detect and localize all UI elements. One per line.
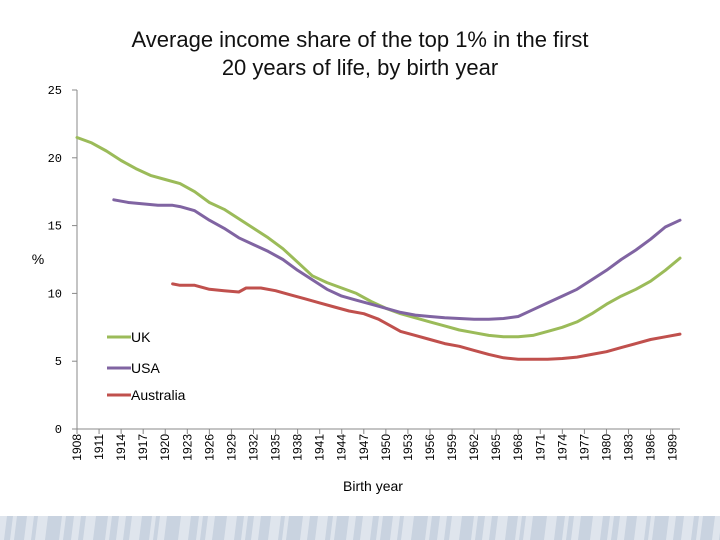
chart-title-line-1: Average income share of the top 1% in th… <box>131 27 589 52</box>
footer-stripe <box>554 516 565 540</box>
x-tick-label: 1968 <box>511 434 525 461</box>
footer-stripe <box>212 516 227 540</box>
x-tick-label: 1929 <box>224 434 238 461</box>
footer-stripe <box>153 516 160 540</box>
y-tick-label: 15 <box>48 220 62 234</box>
footer-stripe <box>325 516 333 540</box>
footer-stripe <box>644 516 651 540</box>
footer-stripe <box>397 516 404 540</box>
chart-title: Average income share of the top 1% in th… <box>60 26 660 82</box>
footer-stripe <box>45 516 62 540</box>
footer-stripe <box>600 516 610 540</box>
x-tick-label: 1947 <box>357 434 371 461</box>
footer-stripe <box>652 516 669 540</box>
x-axis-label: Birth year <box>343 478 403 494</box>
footer-stripe <box>286 516 303 540</box>
footer-stripe <box>489 516 498 540</box>
chart-series <box>75 136 682 361</box>
y-tick-label: 10 <box>48 287 62 301</box>
x-tick-label: 1923 <box>180 434 194 461</box>
footer-decoration <box>0 516 720 540</box>
footer-stripe <box>700 516 715 540</box>
y-tick-label: 5 <box>55 355 62 369</box>
x-tick-label: 1971 <box>533 434 547 461</box>
chart-title-line-2: 20 years of life, by birth year <box>221 55 499 80</box>
x-tick-label: 1926 <box>202 434 216 461</box>
x-tick-label: 1911 <box>92 434 106 460</box>
line-chart: 0 5 10 15 20 25 1908 1911 1914 1917 1920 1923 1926 19… <box>32 84 682 494</box>
x-tick-label: 1956 <box>423 434 437 461</box>
footer-stripe <box>370 516 379 540</box>
series-line-australia <box>171 282 682 361</box>
legend-label-usa: USA <box>131 360 160 376</box>
footer-stripe <box>307 516 318 540</box>
x-tick-label: 1935 <box>269 434 283 461</box>
chart-legend: UK USA Australia <box>107 329 186 403</box>
footer-stripe <box>624 516 637 540</box>
x-tick-label: 1980 <box>599 434 613 461</box>
footer-stripe <box>109 516 119 540</box>
x-tick-label: 1953 <box>401 434 415 461</box>
footer-stripe <box>429 516 440 540</box>
footer-stripe <box>444 516 452 540</box>
y-tick-label: 25 <box>48 84 62 98</box>
footer-stripe <box>475 516 485 540</box>
footer-stripe <box>78 516 86 540</box>
x-tick-label: 1932 <box>246 434 260 461</box>
x-tick-label: 1959 <box>445 434 459 461</box>
footer-stripe <box>14 516 27 540</box>
x-tick-label: 1962 <box>467 434 481 461</box>
y-tick-label: 20 <box>48 152 62 166</box>
footer-stripe <box>245 516 254 540</box>
x-tick-label: 1986 <box>644 434 658 461</box>
x-tick-label: 1950 <box>379 434 393 461</box>
footer-stripe <box>459 516 474 540</box>
x-tick-label: 1965 <box>489 434 503 461</box>
footer-stripe <box>673 516 684 540</box>
footer-stripe <box>611 516 620 540</box>
y-tick-label: 0 <box>55 423 62 437</box>
legend-label-australia: Australia <box>131 387 186 403</box>
x-tick-label: 1908 <box>70 434 84 461</box>
footer-stripe <box>139 516 152 540</box>
x-tick-label: 1944 <box>335 434 349 461</box>
footer-stripe <box>566 516 574 540</box>
x-tick-label: 1941 <box>313 434 327 461</box>
x-tick-label: 1920 <box>158 434 172 461</box>
footer-stripe <box>258 516 271 540</box>
x-tick-label: 1917 <box>136 434 150 461</box>
footer-stripe <box>63 516 74 540</box>
footer-stripe <box>93 516 108 540</box>
footer-stripe <box>578 516 593 540</box>
footer-stripe <box>380 516 393 540</box>
footer-stripe <box>353 516 363 540</box>
y-axis-label: % <box>32 251 44 267</box>
series-line-usa <box>112 198 682 321</box>
footer-stripe <box>4 516 13 540</box>
footer-stripe <box>519 516 526 540</box>
x-tick-label: 1983 <box>622 434 636 461</box>
footer-stripe <box>200 516 208 540</box>
footer-stripe <box>31 516 38 540</box>
footer-stripe <box>278 516 285 540</box>
footer-stripe <box>505 516 518 540</box>
footer-stripe <box>691 516 699 540</box>
footer-stripe <box>530 516 547 540</box>
footer-stripe <box>123 516 132 540</box>
x-tick-label: 1914 <box>114 434 128 461</box>
x-tick-label: 1989 <box>666 434 680 461</box>
chart-axes: 0 5 10 15 20 25 1908 1911 1914 1917 1920 1923 1926 19… <box>48 84 680 461</box>
x-tick-label: 1974 <box>555 434 569 461</box>
x-tick-label: 1938 <box>291 434 305 461</box>
footer-stripe <box>411 516 428 540</box>
legend-label-uk: UK <box>131 329 151 345</box>
footer-stripe <box>188 516 199 540</box>
footer-stripe <box>334 516 349 540</box>
x-tick-label: 1977 <box>577 434 591 461</box>
footer-stripe <box>164 516 181 540</box>
footer-stripe <box>234 516 244 540</box>
